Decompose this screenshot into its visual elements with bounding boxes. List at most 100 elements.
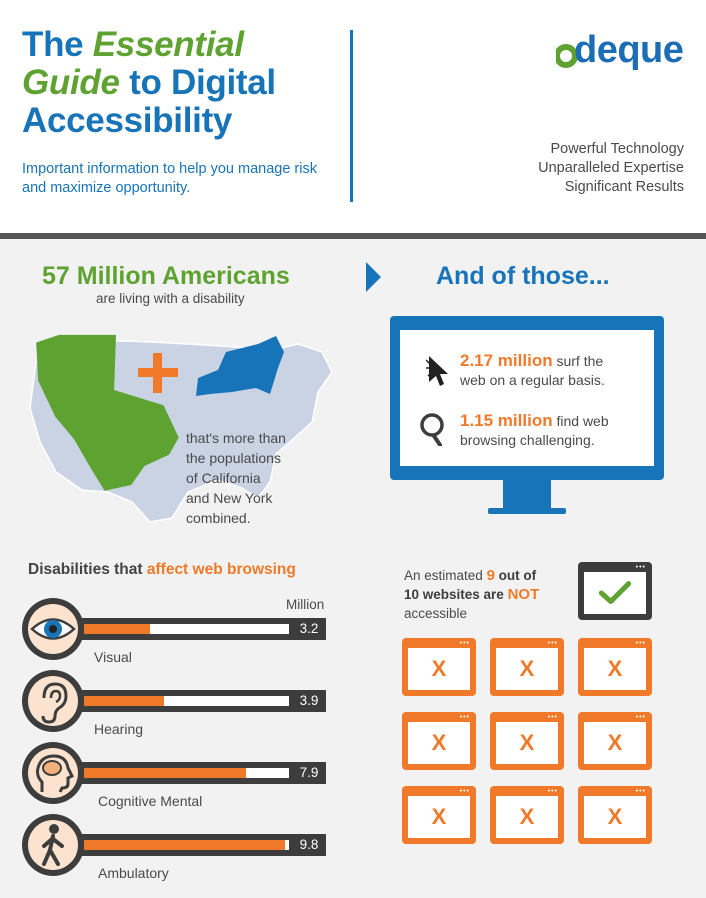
inaccessible-website-window: ••• X [490,638,564,696]
inaccessible-website-window: ••• X [402,638,476,696]
x-icon: X [408,648,470,690]
unit-label: Million [286,597,325,612]
bar-track [84,624,289,634]
est-mid: out of [498,568,537,583]
logo-text: deque [574,29,684,71]
header-divider [350,30,353,202]
page-title: The Essential Guide to Digital Accessibi… [22,26,276,140]
title-guide: Guide [22,63,120,102]
inaccessible-website-window: ••• X [578,638,652,696]
disabilities-title-prefix: Disabilities that [28,561,143,578]
challenge-stat: 1.15 million find web browsing challengi… [460,411,609,450]
window-dots: ••• [635,788,646,795]
x-icon: X [408,722,470,764]
tagline: Powerful Technology Unparalleled Experti… [538,140,684,197]
americans-headline: 57 Million Americans [42,262,290,290]
challenge-number: 1.15 million [460,411,553,430]
map-caption-line: the populations [186,450,281,466]
disabilities-title-highlight: affect web browsing [146,561,296,578]
est-line3: accessible [404,606,468,621]
magnifier-icon [420,413,444,446]
challenge-text-line2: browsing challenging. [460,432,595,448]
inaccessible-website-window: ••• X [578,712,652,770]
monitor-stand [503,480,551,508]
bar-value: 3.9 [299,693,319,708]
title-essential: Essential [92,25,244,64]
inaccessible-website-window: ••• X [402,786,476,844]
bar-fill [84,696,164,706]
disability-icon-circle [22,814,84,876]
header: The Essential Guide to Digital Accessibi… [0,0,706,234]
surf-stat: 2.17 million surf the web on a regular b… [460,351,605,390]
bar-value: 7.9 [299,765,319,780]
bar-fill [84,840,285,850]
inaccessible-website-window: ••• X [490,786,564,844]
disability-icon-circle [22,670,84,732]
bar-fill [84,624,150,634]
bar-track [84,696,289,706]
americans-subheadline: are living with a disability [96,291,245,306]
x-icon: X [496,796,558,838]
brain-head-icon [36,754,75,793]
cursor-icon [426,356,448,386]
disability-row: 7.9 Cognitive Mental [22,742,332,812]
x-icon: X [496,722,558,764]
disability-label: Visual [94,649,132,665]
disability-label: Ambulatory [98,865,169,881]
x-icon: X [584,648,646,690]
inaccessible-website-window: ••• X [402,712,476,770]
ear-icon [41,682,68,724]
window-dots: ••• [635,640,646,647]
map-caption-line: combined. [186,510,251,526]
subtitle: Important information to help you manage… [22,161,317,196]
window-dots: ••• [635,714,646,721]
checkmark-icon [598,581,632,605]
x-icon: X [408,796,470,838]
disability-icon-circle [22,598,84,660]
header-bottom-divider [0,233,706,239]
window-dots: ••• [547,788,558,795]
est-number: 9 [486,567,495,584]
map-caption-line: of California [186,470,261,486]
challenge-text: find web [556,413,609,429]
disability-row: 3.9 Hearing [22,670,332,740]
walking-person-icon [42,824,64,866]
monitor-screen [400,330,654,466]
map-caption-line: that's more than [186,430,286,446]
deque-logo-icon [556,44,578,68]
disability-icon-circle [22,742,84,804]
map-caption-line: and New York [186,490,273,506]
surf-text-line2: web on a regular basis. [460,372,605,388]
tagline-line: Significant Results [564,179,684,195]
est-line2: 10 websites are [404,587,504,602]
monitor-base [488,508,566,514]
disability-label: Hearing [94,721,144,737]
window-dots: ••• [635,564,646,571]
websites-estimate: An estimated 9 out of 10 websites are NO… [404,566,574,623]
bar-value: 3.2 [299,621,319,636]
title-accessibility: Accessibility [22,101,233,140]
x-icon: X [584,796,646,838]
window-dots: ••• [459,788,470,795]
tagline-line: Powerful Technology [550,141,684,157]
and-of-those-heading: And of those... [436,262,610,290]
bar-value: 9.8 [299,837,319,852]
x-icon: X [584,722,646,764]
inaccessible-website-window: ••• X [578,786,652,844]
bar-fill [84,768,246,778]
accessible-website-window: ••• [578,562,652,620]
window-dots: ••• [459,714,470,721]
est-prefix: An estimated [404,568,483,583]
surf-text: surf the [556,353,604,369]
tagline-line: Unparalleled Expertise [538,160,684,176]
window-dots: ••• [547,714,558,721]
window-dots: ••• [547,640,558,647]
us-map-icon [29,334,333,523]
disability-label: Cognitive Mental [98,793,203,809]
est-not: NOT [507,586,540,603]
inaccessible-website-window: ••• X [490,712,564,770]
map-caption: that's more than the populations of Cali… [186,428,286,528]
title-to-digital: to Digital [129,63,276,102]
disabilities-title: Disabilities that affect web browsing [28,561,296,579]
disability-row: 9.8 Ambulatory [22,814,332,884]
